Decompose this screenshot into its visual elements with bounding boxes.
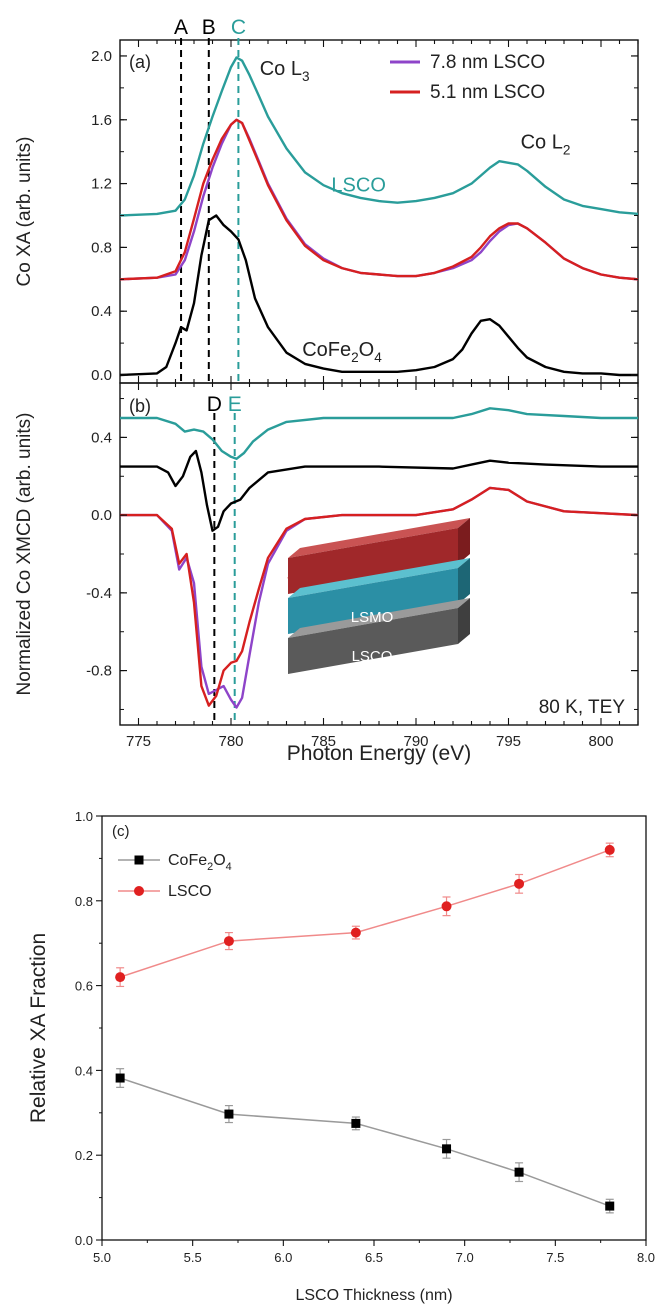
data-point-circle	[115, 972, 126, 983]
y-tick-label-c: 1.0	[75, 809, 93, 824]
marker-label-e: E	[228, 393, 242, 416]
data-point-circle	[514, 878, 525, 889]
data-point-circle	[223, 936, 234, 947]
marker-label-d: D	[207, 393, 222, 416]
panel-label-a: (a)	[129, 52, 151, 72]
series-line-a-51nmlsco	[119, 118, 639, 281]
annotation-col: Co L3	[260, 58, 310, 84]
y-tick-label-c: 0.4	[75, 1063, 93, 1078]
y-tick-label-c: 0.6	[75, 979, 93, 994]
marker-label-a: A	[174, 16, 188, 39]
x-tick-label-c: 8.0	[637, 1250, 655, 1265]
y-tick-label-a: 0.4	[91, 303, 112, 320]
data-point-square	[605, 1201, 615, 1211]
series-line-c-cofe2o4	[119, 1077, 610, 1207]
data-point-square	[115, 1073, 125, 1083]
y-tick-label-c: 0.8	[75, 894, 93, 909]
inset-layer-front	[288, 528, 458, 594]
y-tick-label-a: 1.6	[91, 112, 112, 129]
y-tick-label-b: -0.4	[86, 585, 112, 602]
legend-marker-square	[134, 855, 144, 865]
inset-layer-side	[458, 598, 470, 644]
x-tick-label-c: 7.0	[456, 1250, 474, 1265]
y-tick-label-c: 0.2	[75, 1148, 93, 1163]
y-tick-label-b: -0.8	[86, 663, 112, 680]
data-point-square	[442, 1144, 452, 1154]
inset-layer-side	[458, 558, 470, 604]
legend-marker-circle	[134, 886, 144, 896]
y-tick-label-a: 0.0	[91, 367, 112, 384]
marker-label-b: B	[202, 16, 216, 39]
legend-label: 7.8 nm LSCO	[430, 52, 545, 73]
series-line-c-lsco	[119, 849, 610, 978]
panel-label-b: (b)	[129, 396, 151, 416]
y-tick-label-a: 1.2	[91, 176, 112, 193]
legend-label-c: LSCO	[168, 883, 212, 900]
series-line-a-lsco	[119, 56, 639, 217]
series-line-b-cofe2o4	[120, 449, 638, 532]
series-line-a-cofe2o4	[119, 214, 638, 377]
inset-layer-top	[288, 518, 470, 558]
plot-frame-a	[119, 39, 639, 384]
x-axis-title-c: LSCO Thickness (nm)	[295, 1287, 452, 1304]
inset-layer-front	[288, 608, 458, 674]
y-axis-title-a: Co XA (arb. units)	[14, 137, 35, 287]
data-point-square	[224, 1109, 234, 1119]
inset-label-lsmo: LSMO	[351, 609, 394, 626]
x-tick-label: 795	[496, 733, 521, 750]
panel-label-c: (c)	[112, 823, 130, 840]
inset-layer-front	[288, 568, 458, 634]
y-axis-title-c: Relative XA Fraction	[27, 933, 50, 1123]
x-tick-label-c: 5.5	[184, 1250, 202, 1265]
inset-layer-side	[458, 518, 470, 564]
annotation-col: Co L2	[521, 131, 571, 157]
data-point-circle	[604, 844, 615, 855]
x-tick-label: 785	[311, 733, 336, 750]
inset-label-lsat: LSAT (001)	[337, 686, 407, 702]
x-tick-label-c: 7.5	[546, 1250, 564, 1265]
y-tick-label-a: 2.0	[91, 48, 112, 65]
data-point-square	[514, 1167, 524, 1177]
x-tick-label: 800	[588, 733, 613, 750]
x-tick-label: 775	[126, 733, 151, 750]
annotation-lsco: LSCO	[331, 175, 385, 197]
data-point-circle	[350, 927, 361, 938]
inset-label-lsco: LSCO	[352, 648, 393, 665]
data-point-square	[351, 1118, 361, 1128]
y-tick-label-b: 0.0	[91, 507, 112, 524]
x-tick-label-c: 5.0	[93, 1250, 111, 1265]
inset-layer-top	[288, 558, 470, 598]
x-tick-label-c: 6.0	[274, 1250, 292, 1265]
data-point-circle	[441, 901, 452, 912]
series-line-b-51nmlsco	[120, 486, 639, 707]
series-line-b-lsco	[120, 407, 638, 460]
y-tick-label-b: 0.4	[91, 429, 112, 446]
y-tick-label-a: 0.8	[91, 239, 112, 256]
y-tick-label-c: 0.0	[75, 1233, 93, 1248]
y-axis-title-b: Normalized Co XMCD (arb. units)	[14, 413, 35, 696]
plot-frame-c	[101, 815, 647, 1241]
x-axis-title: Photon Energy (eV)	[287, 742, 471, 765]
x-tick-label-c: 6.5	[365, 1250, 383, 1265]
x-tick-label: 780	[218, 733, 243, 750]
x-tick-label: 790	[403, 733, 428, 750]
legend-label-c: CoFe2O4	[168, 852, 232, 873]
annotation-80k-tey: 80 K, TEY	[539, 697, 626, 718]
marker-label-c: C	[231, 16, 246, 39]
legend-label: 5.1 nm LSCO	[430, 82, 545, 103]
inset-layer-top	[288, 598, 470, 638]
annotation-cofe: CoFe2O4	[302, 339, 382, 365]
